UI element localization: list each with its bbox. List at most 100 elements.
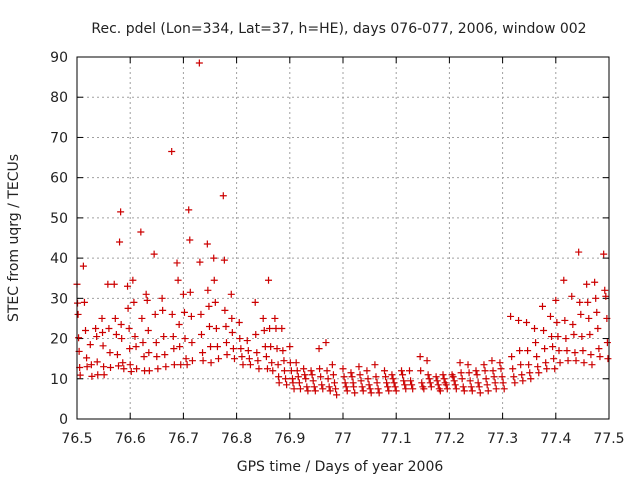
data-point [467,383,475,391]
data-point [245,355,253,363]
data-point [551,365,559,373]
data-point [318,381,326,389]
data-point [114,362,122,370]
data-point [474,379,482,387]
data-point [596,353,604,361]
data-point [511,379,519,387]
y-tick-label: 0 [59,412,68,428]
data-point [384,383,392,391]
data-point [117,208,125,216]
data-point [86,341,94,349]
data-point [309,377,317,385]
data-point [111,314,119,322]
data-point [564,357,572,365]
data-point [158,294,166,302]
data-point [351,389,359,397]
data-point [426,379,434,387]
data-point [252,331,260,339]
y-tick-label: 20 [50,332,68,348]
data-point [472,367,480,375]
data-point [94,371,102,379]
data-point [283,381,291,389]
data-point [223,351,231,359]
data-point [348,373,356,381]
y-axis-label: STEC from uqrg / TECUs [6,154,22,322]
data-point [253,349,261,357]
data-point [509,365,517,373]
data-point [499,379,507,387]
data-point [359,387,367,395]
data-point [170,361,178,369]
data-point [510,373,518,381]
data-point [268,359,276,367]
data-point [339,365,347,373]
data-point [133,365,141,373]
data-point [340,373,348,381]
data-point [75,334,83,342]
data-point [235,318,243,326]
x-tick-label: 76.7 [168,431,199,447]
data-point [290,385,298,393]
data-point [196,258,204,266]
data-point [577,310,585,318]
data-point [289,379,297,387]
data-point [262,353,270,361]
data-point [561,316,569,324]
data-point [570,331,578,339]
data-point [183,361,191,369]
data-point [221,306,229,314]
data-point [219,192,227,200]
data-point [145,349,153,357]
x-tick-label: 77.1 [381,431,412,447]
data-point [267,343,275,351]
data-point [278,325,286,332]
data-point [244,347,252,355]
data-point [587,351,595,359]
data-point [402,385,410,393]
data-point [602,292,610,300]
data-point [76,371,84,379]
data-point [138,314,146,322]
x-tick-label: 77.3 [487,431,518,447]
data-point [311,387,319,395]
x-tick-label: 77.5 [593,431,624,447]
data-point [465,369,473,377]
data-point [82,327,90,335]
data-point [526,369,534,377]
data-point [126,345,134,353]
data-point [93,358,101,366]
y-tick-label: 80 [50,90,68,106]
data-point [113,351,121,359]
data-point [592,294,600,302]
data-point [153,353,161,361]
data-point [273,345,281,353]
data-point [383,379,391,387]
y-tick-label: 30 [50,291,68,307]
data-point [118,335,126,343]
data-point [515,316,523,324]
data-point [420,385,428,393]
data-point [357,377,365,385]
data-point [388,371,396,379]
data-point [372,373,380,381]
data-point [576,298,584,306]
data-point [107,364,115,372]
data-point [329,371,337,379]
data-point [380,367,388,375]
data-point [124,282,132,290]
data-point [552,296,560,304]
data-point [578,333,586,341]
data-point [400,377,408,385]
data-point [131,333,139,341]
data-point [181,335,189,343]
data-point [176,343,184,351]
data-point [199,349,207,357]
data-point [127,368,135,376]
data-point [152,339,160,347]
data-point [323,367,331,375]
data-point [294,373,302,381]
data-point [139,339,147,347]
data-point [442,381,450,389]
data-point [188,339,196,347]
